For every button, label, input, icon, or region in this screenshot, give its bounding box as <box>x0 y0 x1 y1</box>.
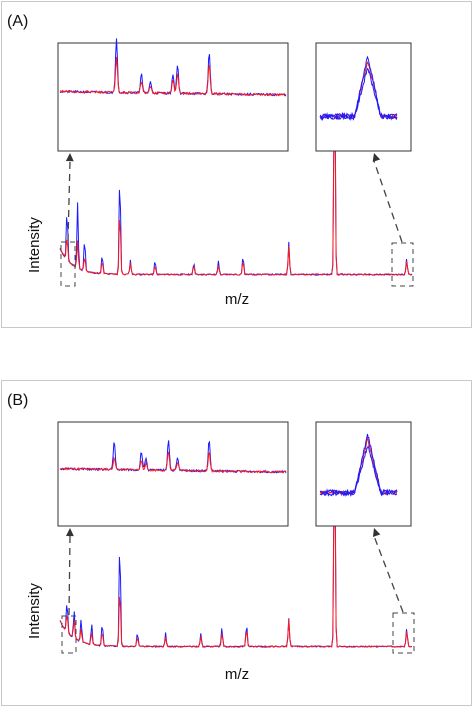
inset-right-blue-line-2 <box>319 444 398 498</box>
zoom-connector-line <box>67 160 71 242</box>
inset-left <box>57 421 289 527</box>
inset-right-blue-line <box>319 433 398 495</box>
inset-right <box>315 42 412 152</box>
y-axis-label: Intensity <box>26 217 43 273</box>
inset-right-frame <box>315 42 412 152</box>
panel-b-svg: (B) Intensity m/z <box>7 392 415 683</box>
inset-left-frame <box>57 421 289 527</box>
zoom-region-box <box>392 612 415 654</box>
inset-left-red-line <box>59 451 287 474</box>
connectors <box>60 153 414 287</box>
zoom-arrowhead <box>372 153 381 162</box>
connectors <box>61 528 415 654</box>
inset-left <box>57 38 289 152</box>
zoom-region-box <box>391 242 414 287</box>
x-axis-label: m/z <box>225 666 249 683</box>
zoom-arrowhead <box>372 528 381 537</box>
panel-a-svg: (A) Intensity m/z <box>7 13 414 308</box>
zoom-arrowhead <box>65 528 74 537</box>
zoom-region-box <box>61 615 77 654</box>
inset-right-blue-line-2 <box>319 67 398 122</box>
x-axis-label: m/z <box>225 291 249 308</box>
series-red-line <box>59 108 413 277</box>
inset-right <box>315 421 412 527</box>
inset-left-frame <box>57 42 289 152</box>
zoom-connector-line <box>373 160 403 243</box>
panel-label: (B) <box>7 392 28 409</box>
panel-label: (A) <box>7 13 28 30</box>
zoom-region-box <box>60 241 76 287</box>
zoom-connector-line <box>373 535 404 613</box>
y-axis-label: Intensity <box>26 583 43 639</box>
inset-left-red-line <box>59 56 287 97</box>
zoom-arrowhead <box>65 153 74 162</box>
inset-right-frame <box>315 421 412 527</box>
zoom-connector-line <box>68 535 71 616</box>
inset-right-blue-line <box>319 55 398 120</box>
series-red-line <box>59 483 413 648</box>
main-spectrum <box>59 85 413 277</box>
main-spectrum <box>59 460 413 648</box>
